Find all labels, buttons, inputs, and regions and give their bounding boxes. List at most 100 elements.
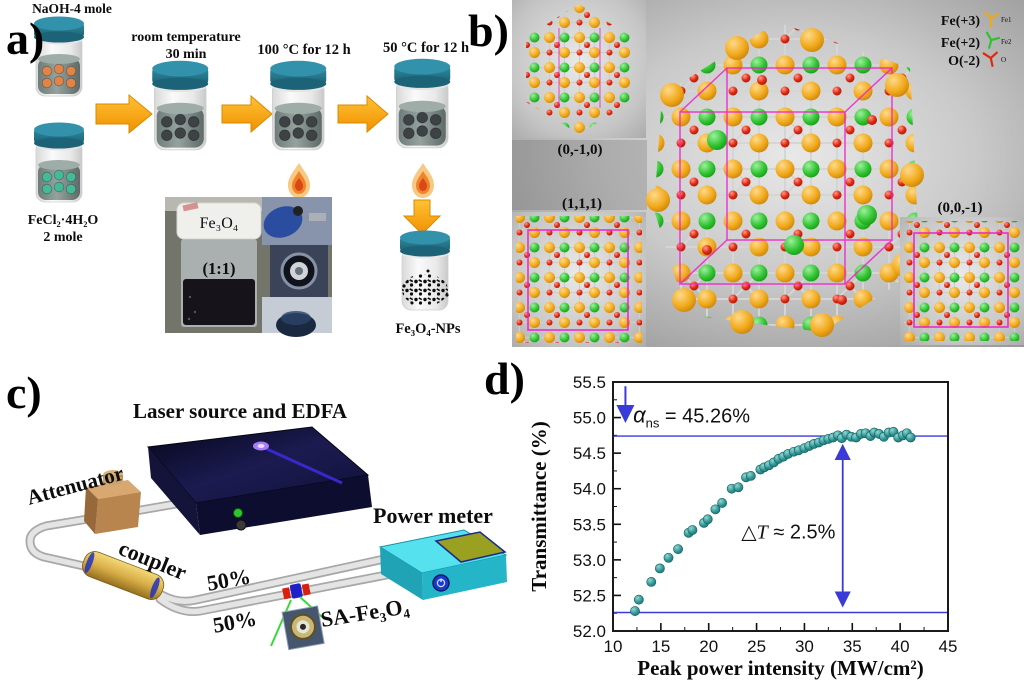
process-arrow-1 — [95, 93, 153, 135]
vial-mixture-rt — [151, 60, 209, 151]
inset-plane-1-1-1: (1,1,1) — [512, 196, 646, 347]
x-tick-label: 15 — [651, 637, 670, 656]
alpha-annotation: αns = 45.26% — [633, 403, 750, 431]
panel-a-synthesis: NaOH-4 mole FeCl₂·4H₂O 2 mole room tempe… — [28, 1, 469, 337]
photo-inset-droplet — [262, 297, 332, 337]
flame-icon-1 — [288, 163, 310, 198]
attenuator-device — [84, 470, 141, 534]
fe3-symbol-icon — [983, 10, 1000, 28]
photo-cap-text: Fe₃O₄ — [200, 215, 239, 232]
x-tick-label: 45 — [939, 637, 958, 656]
step3-label: 50 °C for 12 h — [383, 40, 469, 56]
product-label: Fe₃O₄-NPs — [395, 321, 460, 337]
plane-label-top-left: (0,-1,0) — [558, 142, 603, 158]
y-tick-label: 55.0 — [573, 409, 606, 428]
panel-d-label: d) — [484, 353, 525, 404]
laser-source-device — [147, 426, 372, 535]
plane-label-bottom-right: (0,0,-1) — [938, 200, 983, 216]
y-tick-label: 55.5 — [573, 373, 606, 392]
process-arrow-down — [402, 199, 442, 235]
o-symbol-icon — [982, 51, 998, 67]
reagent-fecl2-amount: 2 mole — [43, 230, 82, 245]
sa-label: SA-Fe₃O₄ — [319, 593, 411, 632]
y-tick-label: 52.0 — [573, 622, 606, 641]
legend-fe3-label: Fe(+3) — [941, 14, 980, 29]
y-tick-label: 54.5 — [573, 444, 606, 463]
laser-beam-glow — [257, 443, 343, 485]
panel-b-crystal: (0,-1,0) (1,1,1) (0,0,-1) Fe(+3) Fe1 Fe(… — [512, 0, 1024, 347]
photo-ratio-text: (1:1) — [203, 259, 236, 278]
power-meter-label: Power meter — [373, 503, 493, 528]
reagent-fecl2-label: FeCl₂·4H₂O — [28, 213, 99, 228]
x-tick-label: 20 — [699, 637, 718, 656]
laser-source-label: Laser source and EDFA — [133, 399, 348, 423]
step2-label: 100 °C for 12 h — [257, 42, 350, 58]
laser-led-indicator — [233, 508, 243, 518]
flame-icon-2 — [412, 163, 434, 198]
coupler-device — [82, 551, 165, 600]
legend-fe2-tag: Fe2 — [1001, 38, 1012, 46]
x-tick-label: 10 — [604, 637, 623, 656]
sa-pointer-line-1 — [270, 599, 292, 647]
data-point — [673, 544, 683, 555]
x-tick-label: 35 — [843, 637, 862, 656]
data-point — [654, 563, 665, 574]
data-point — [745, 471, 756, 481]
legend-o-label: O(-2) — [948, 54, 980, 69]
photo-inset-ferrule — [270, 245, 328, 297]
vial-product — [399, 230, 451, 311]
fiber-paths — [25, 493, 407, 616]
data-point — [633, 594, 644, 605]
x-tick-label: 25 — [747, 637, 766, 656]
x-tick-label: 40 — [891, 637, 910, 656]
laser-power-button — [235, 519, 247, 531]
power-meter-device — [378, 529, 508, 600]
power-meter-button — [432, 574, 450, 592]
data-point — [630, 606, 640, 616]
fe2-symbol-icon — [985, 31, 1001, 49]
vial-heated-100c — [269, 60, 327, 151]
process-arrow-2 — [221, 94, 273, 134]
inset-plane-0-1-0: (0,-1,0) — [512, 0, 646, 158]
panel-b-label: b) — [468, 5, 509, 56]
data-point — [687, 525, 698, 535]
sa-photo-inset — [281, 605, 325, 651]
panel-c-label: c) — [6, 367, 42, 418]
process-arrow-3 — [337, 94, 389, 134]
plane-label-bottom-left: (1,1,1) — [562, 196, 602, 212]
data-point — [702, 514, 713, 525]
inset-plane-0-0-1: (0,0,-1) — [900, 200, 1024, 345]
photo-inset-glove — [262, 197, 332, 245]
power-meter-screen — [434, 531, 507, 563]
y-tick-label: 52.5 — [573, 586, 606, 605]
panel-a-label: a) — [6, 13, 45, 64]
legend-fe2-label: Fe(+2) — [941, 36, 980, 51]
legend-fe3-tag: Fe1 — [1001, 16, 1012, 24]
crystal-3d-structure — [646, 22, 924, 337]
step1-label-line2: 30 min — [166, 47, 207, 62]
data-point — [733, 482, 744, 493]
data-point — [663, 552, 674, 563]
vial-heated-50c — [393, 58, 451, 149]
atom-legend: Fe(+3) Fe1 Fe(+2) Fe2 O(-2) O — [941, 10, 1012, 69]
vial-fecl2 — [33, 122, 85, 203]
experiment-photo: Fe₃O₄ (1:1) — [165, 197, 332, 337]
data-point — [710, 504, 721, 515]
photo-ferrofluid — [183, 279, 255, 325]
y-axis-title: Transmittance (%) — [527, 421, 551, 592]
x-axis-title: Peak power intensity (MW/cm²) — [637, 656, 923, 680]
x-tick-label: 30 — [795, 637, 814, 656]
reagent-naoh-label: NaOH-4 mole — [32, 1, 112, 16]
data-point — [646, 577, 657, 587]
step1-label-line1: room temperature — [131, 30, 241, 45]
data-point — [717, 498, 728, 508]
plot-border — [612, 381, 949, 632]
delta-annotation: △T ≈ 2.5% — [741, 522, 835, 544]
y-tick-label: 54.0 — [573, 480, 606, 499]
panel-c-setup: Laser source and EDFA Attenuator coupler… — [24, 399, 508, 651]
chart-root: 10 15 20 25 30 35 40 45 52.0 52.5 53.0 53.5 54.0 54.5… — [527, 373, 957, 680]
data-point — [905, 432, 916, 443]
sa-junction — [282, 583, 311, 600]
legend-o-tag: O — [1001, 56, 1006, 64]
